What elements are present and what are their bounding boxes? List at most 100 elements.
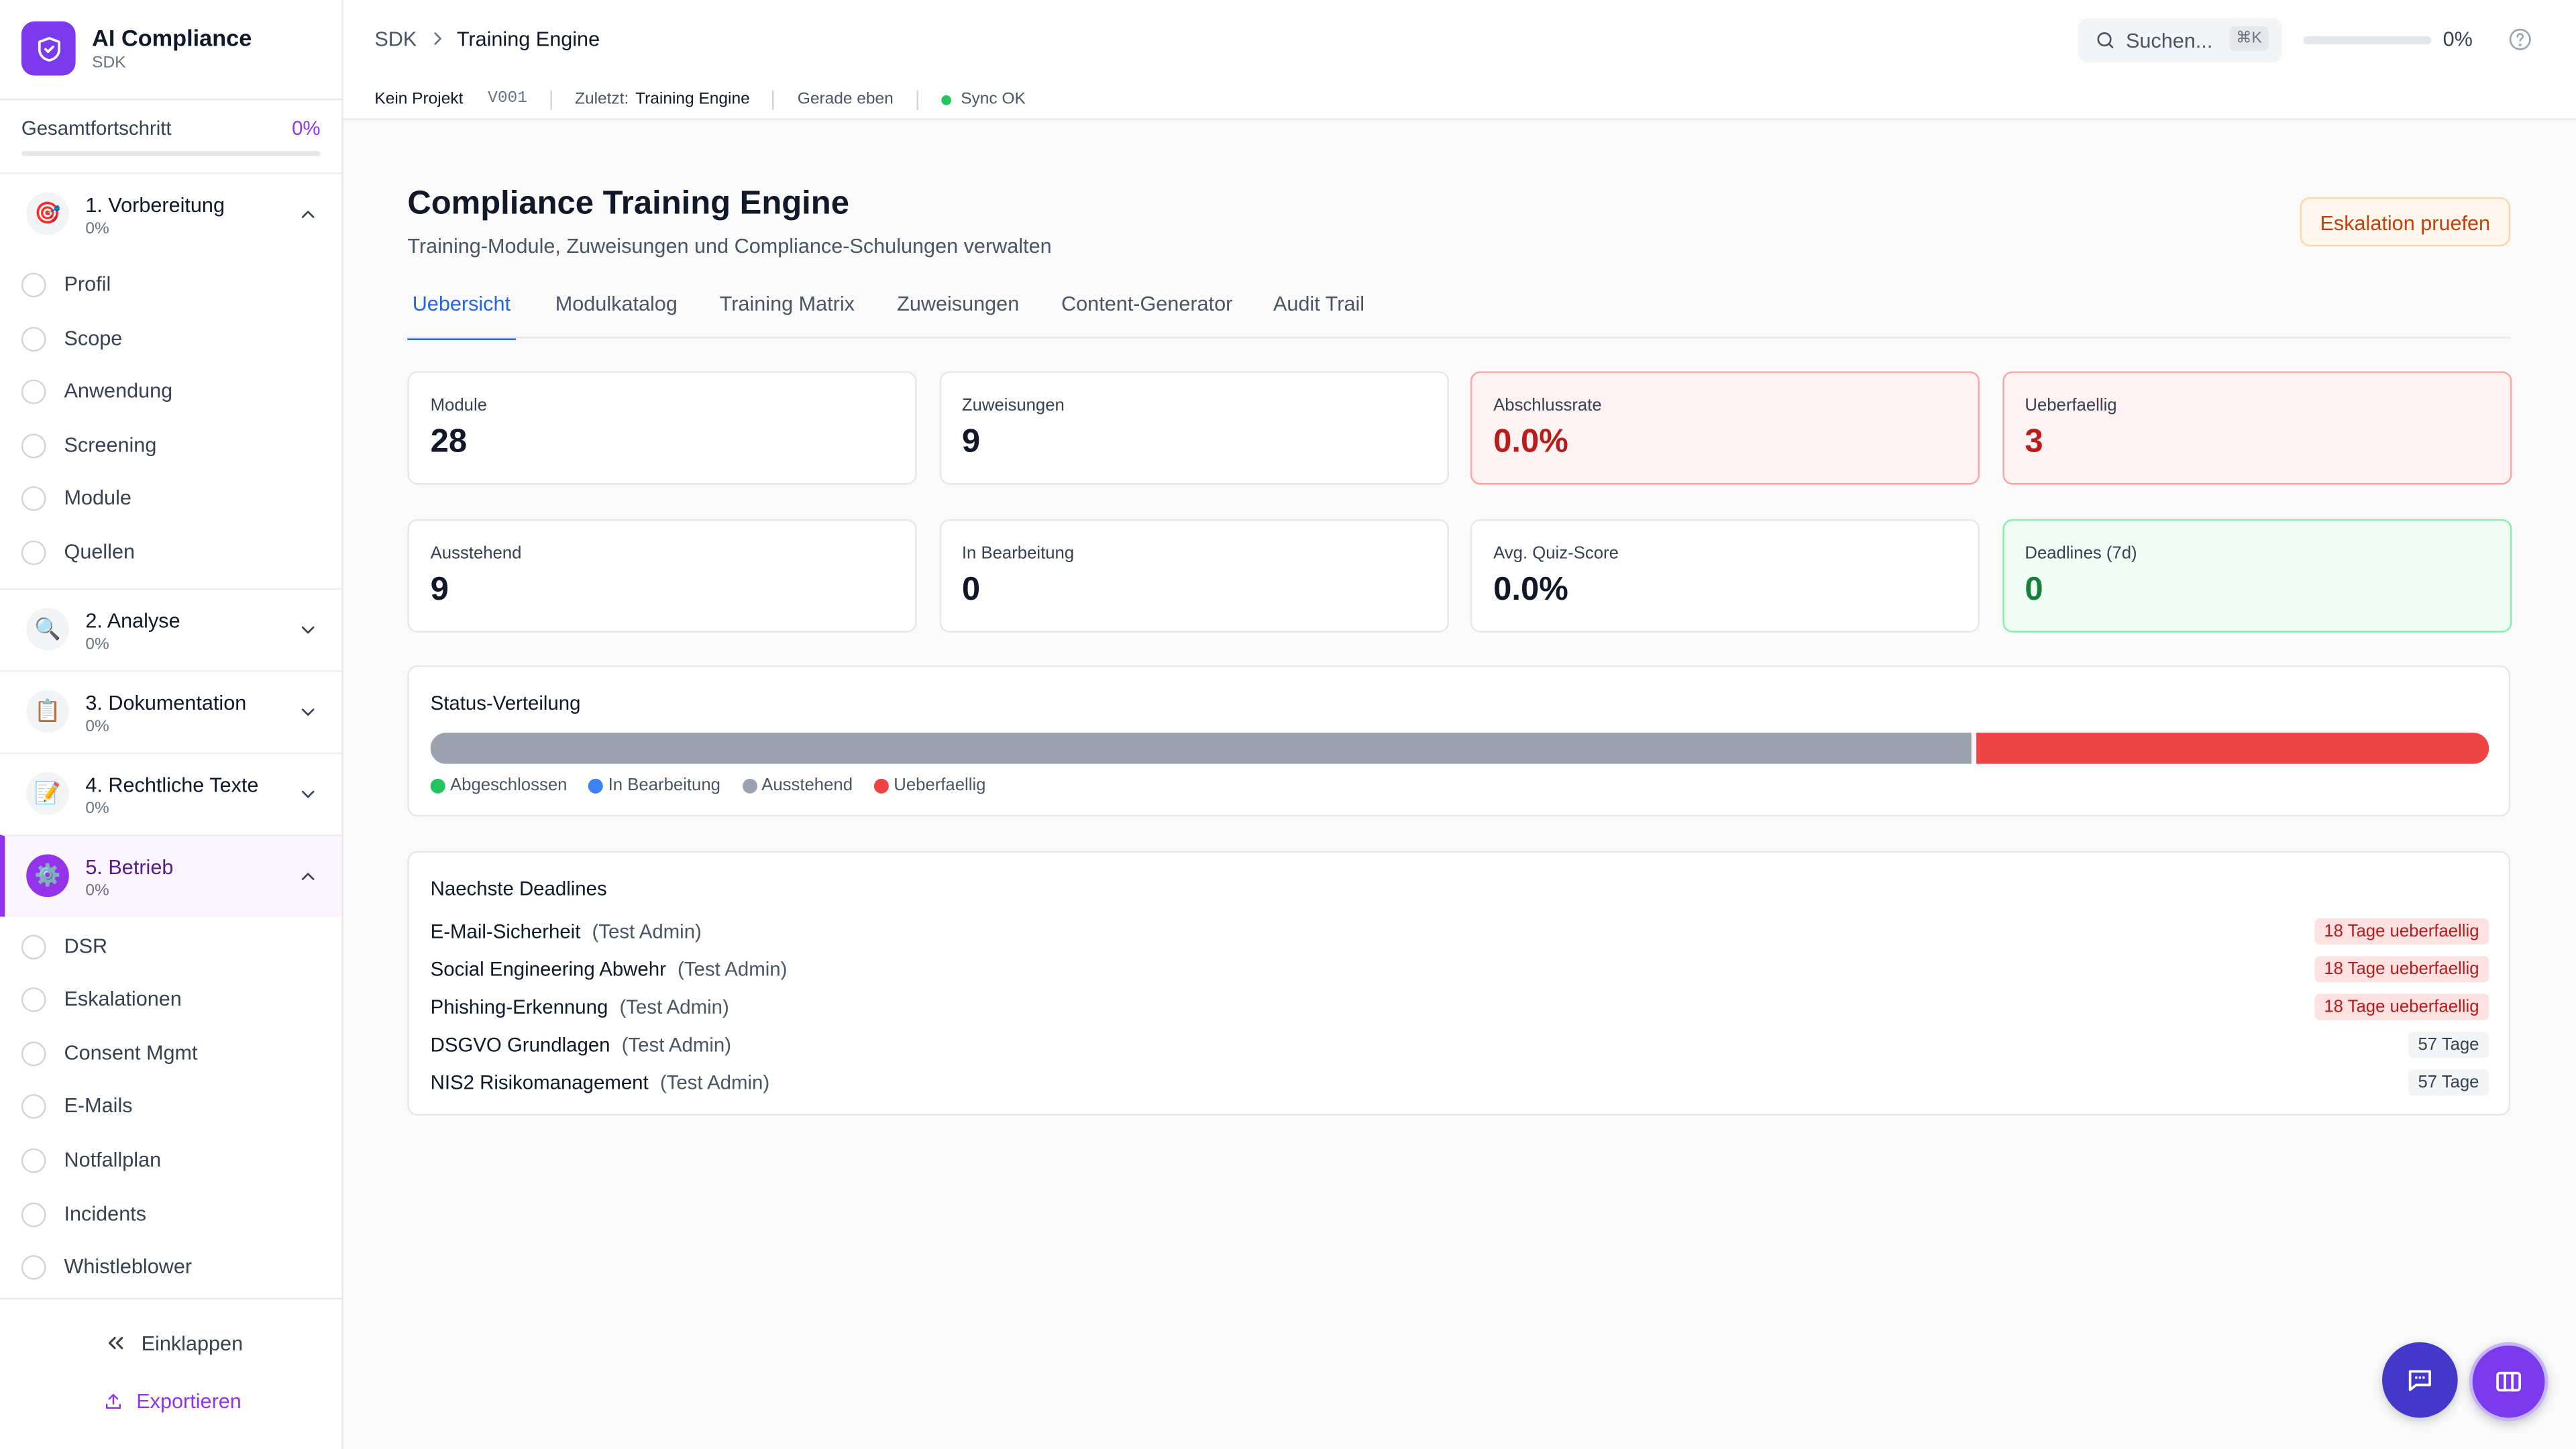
section-icon: ⚙️ — [26, 853, 69, 897]
tab[interactable]: Uebersicht — [407, 292, 516, 340]
nav-label: Anwendung — [64, 380, 173, 403]
breadcrumb-root[interactable]: SDK — [374, 28, 417, 51]
status-segment — [430, 733, 1971, 764]
legend-dot — [430, 777, 445, 793]
search-icon — [2097, 32, 2114, 48]
stat-card: In Bearbeitung 0 — [938, 519, 1448, 633]
stat-label: Zuweisungen — [961, 396, 1065, 416]
nav-label: Quellen — [64, 540, 136, 564]
nav-item[interactable]: Notfallplan — [0, 1135, 341, 1187]
section-header[interactable]: 🔍 2. Analyse 0% — [0, 587, 342, 669]
status-card: Status-Verteilung Abgeschlossen In Bearbei… — [407, 665, 2511, 817]
topbar: SDK Training Engine Suchen... ⌘K 0% — [343, 0, 2576, 83]
section-header[interactable]: ⚙️ 5. Betrieb 0% — [0, 834, 342, 916]
stat-card: Ueberfaellig 3 — [2002, 371, 2512, 485]
nav-circle — [21, 1094, 46, 1120]
panel-button[interactable] — [2469, 1342, 2548, 1421]
separator — [550, 89, 552, 109]
nav-item[interactable]: Consent Mgmt — [0, 1028, 341, 1081]
tab[interactable]: Zuweisungen — [897, 292, 1020, 316]
chevron-icon — [301, 872, 315, 879]
section-header[interactable]: 📝 4. Rechtliche Texte 0% — [0, 751, 342, 834]
assignee: (Test Admin) — [621, 1033, 731, 1057]
tab[interactable]: Training Matrix — [719, 292, 855, 316]
card-title: Naechste Deadlines — [430, 877, 607, 901]
stat-value: 0.0% — [1493, 572, 1568, 608]
columns-icon — [2496, 1371, 2521, 1392]
nav-item[interactable]: Scope — [0, 313, 341, 366]
nav-circle — [21, 486, 46, 512]
stat-card: Zuweisungen 9 — [938, 371, 1448, 485]
nav-label: Screening — [64, 433, 157, 457]
assignee: (Test Admin) — [592, 920, 702, 943]
divider — [0, 98, 342, 101]
search-placeholder: Suchen... — [2125, 30, 2213, 53]
section-icon: 🔍 — [26, 607, 69, 650]
sync-status: Sync OK — [961, 90, 1026, 109]
nav-item[interactable]: Whistleblower — [0, 1242, 341, 1295]
search-box[interactable]: Suchen... ⌘K — [2078, 17, 2282, 63]
tab[interactable]: Modulkatalog — [555, 292, 678, 316]
nav-item[interactable]: Eskalationen — [0, 975, 341, 1027]
assignee: (Test Admin) — [678, 957, 788, 981]
nav-item[interactable]: Quellen — [0, 527, 341, 580]
time: Gerade eben — [797, 90, 894, 109]
chevron — [297, 783, 319, 812]
section-header[interactable]: 🎯 1. Vorbereitung 0% — [0, 172, 342, 254]
legend-label: Ausstehend — [761, 775, 853, 796]
export-icon — [105, 1393, 121, 1409]
help-button[interactable] — [2507, 26, 2533, 60]
progress-label: Gesamtfortschritt — [21, 116, 172, 140]
nav-label: E-Mails — [64, 1094, 133, 1118]
nav-label: Consent Mgmt — [64, 1041, 198, 1065]
nav-item[interactable]: Screening — [0, 420, 341, 472]
assignee: (Test Admin) — [659, 1071, 770, 1095]
version: V001 — [488, 90, 527, 109]
project-name: Kein Projekt — [374, 90, 464, 109]
section-progress: 0% — [85, 635, 109, 653]
stat-card: Abschlussrate 0.0% — [1470, 371, 1980, 485]
nav-label: DSR — [64, 934, 108, 957]
tab[interactable]: Audit Trail — [1273, 292, 1365, 316]
module-name: Phishing-Erkennung — [430, 996, 608, 1019]
deadline-row: Phishing-Erkennung (Test Admin) 18 Tage ue… — [431, 992, 2489, 1022]
chevron-icon — [301, 211, 315, 218]
export-button[interactable]: Exportieren — [103, 1390, 241, 1413]
section-title: 2. Analyse — [85, 608, 180, 632]
stat-value: 0 — [2025, 572, 2043, 608]
nav-item[interactable]: E-Mails — [0, 1081, 341, 1134]
nav-circle — [21, 1148, 46, 1173]
chevron — [297, 204, 319, 233]
collapse-button[interactable]: Einklappen — [103, 1331, 243, 1356]
escalation-button[interactable]: Eskalation pruefen — [2300, 197, 2511, 247]
stat-label: Ueberfaellig — [2025, 396, 2117, 416]
nav-circle — [21, 433, 46, 458]
stat-card: Ausstehend 9 — [407, 519, 917, 633]
chat-button[interactable] — [2382, 1342, 2458, 1418]
stat-value: 3 — [2025, 423, 2043, 460]
nav-item[interactable]: Profil — [0, 260, 341, 312]
nav-circle — [21, 934, 46, 959]
breadcrumb-sep — [427, 28, 449, 58]
separator — [773, 89, 775, 109]
section-progress: 0% — [85, 220, 109, 239]
assignee: (Test Admin) — [619, 996, 729, 1019]
brand-title: AI Compliance — [92, 24, 252, 51]
section-header[interactable]: 📋 3. Dokumentation 0% — [0, 669, 342, 751]
nav-item[interactable]: DSR — [0, 921, 341, 973]
sync-dot — [941, 94, 951, 105]
stat-card: Deadlines (7d) 0 — [2002, 519, 2512, 633]
deadline-row: E-Mail-Sicherheit (Test Admin) 18 Tage ueb… — [431, 917, 2489, 947]
nav-item[interactable]: Anwendung — [0, 367, 341, 419]
tab[interactable]: Content-Generator — [1061, 292, 1233, 316]
deadline-badge: 57 Tage — [2408, 1031, 2489, 1059]
nav-circle — [21, 326, 46, 352]
module-name: Social Engineering Abwehr — [430, 957, 666, 981]
separator — [916, 89, 918, 109]
legend-dot — [741, 777, 757, 793]
nav-item[interactable]: Incidents — [0, 1189, 341, 1241]
legend-label: Ueberfaellig — [894, 775, 986, 796]
deadlines-card: Naechste Deadlines E-Mail-Sicherheit (Test… — [407, 851, 2511, 1116]
nav-item[interactable]: Module — [0, 474, 341, 526]
